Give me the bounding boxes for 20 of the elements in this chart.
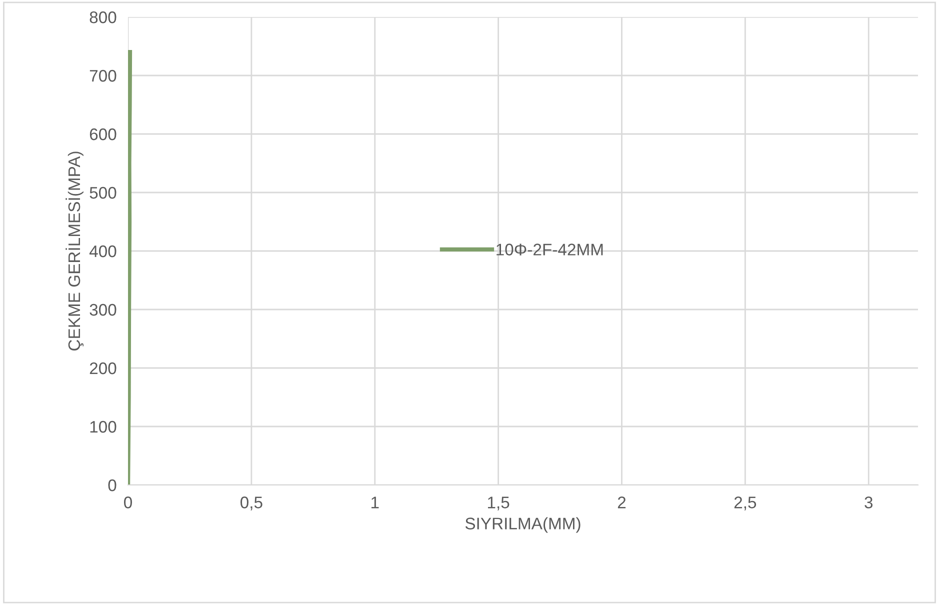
y-axis-title: ÇEKME GERİLMESİ(MPA) [66,152,84,350]
x-tick-label: 2,5 [734,496,756,510]
x-tick-label: 0,5 [240,496,262,510]
y-tick-label: 700 [90,70,116,82]
y-tick-label: 0 [108,479,116,492]
x-tick-label: 2 [618,496,626,508]
x-axis-title: SIYRILMA(MM) [465,517,580,533]
x-tick-label: 1 [372,496,379,508]
y-tick-label: 600 [90,128,116,140]
y-tick-label: 300 [90,304,116,316]
x-tick-label: 0 [124,496,132,508]
line-series [128,50,132,485]
x-tick-label: 3 [864,496,873,508]
y-tick-label: 100 [90,420,116,433]
y-tick-label: 400 [89,245,116,258]
x-tick-label: 1,5 [488,496,510,510]
y-tick-label: 200 [90,362,116,374]
y-tick-label: 500 [90,186,116,199]
y-tick-label: 800 [90,11,116,24]
legend-label: 10Φ-2F-42MM [496,244,603,256]
